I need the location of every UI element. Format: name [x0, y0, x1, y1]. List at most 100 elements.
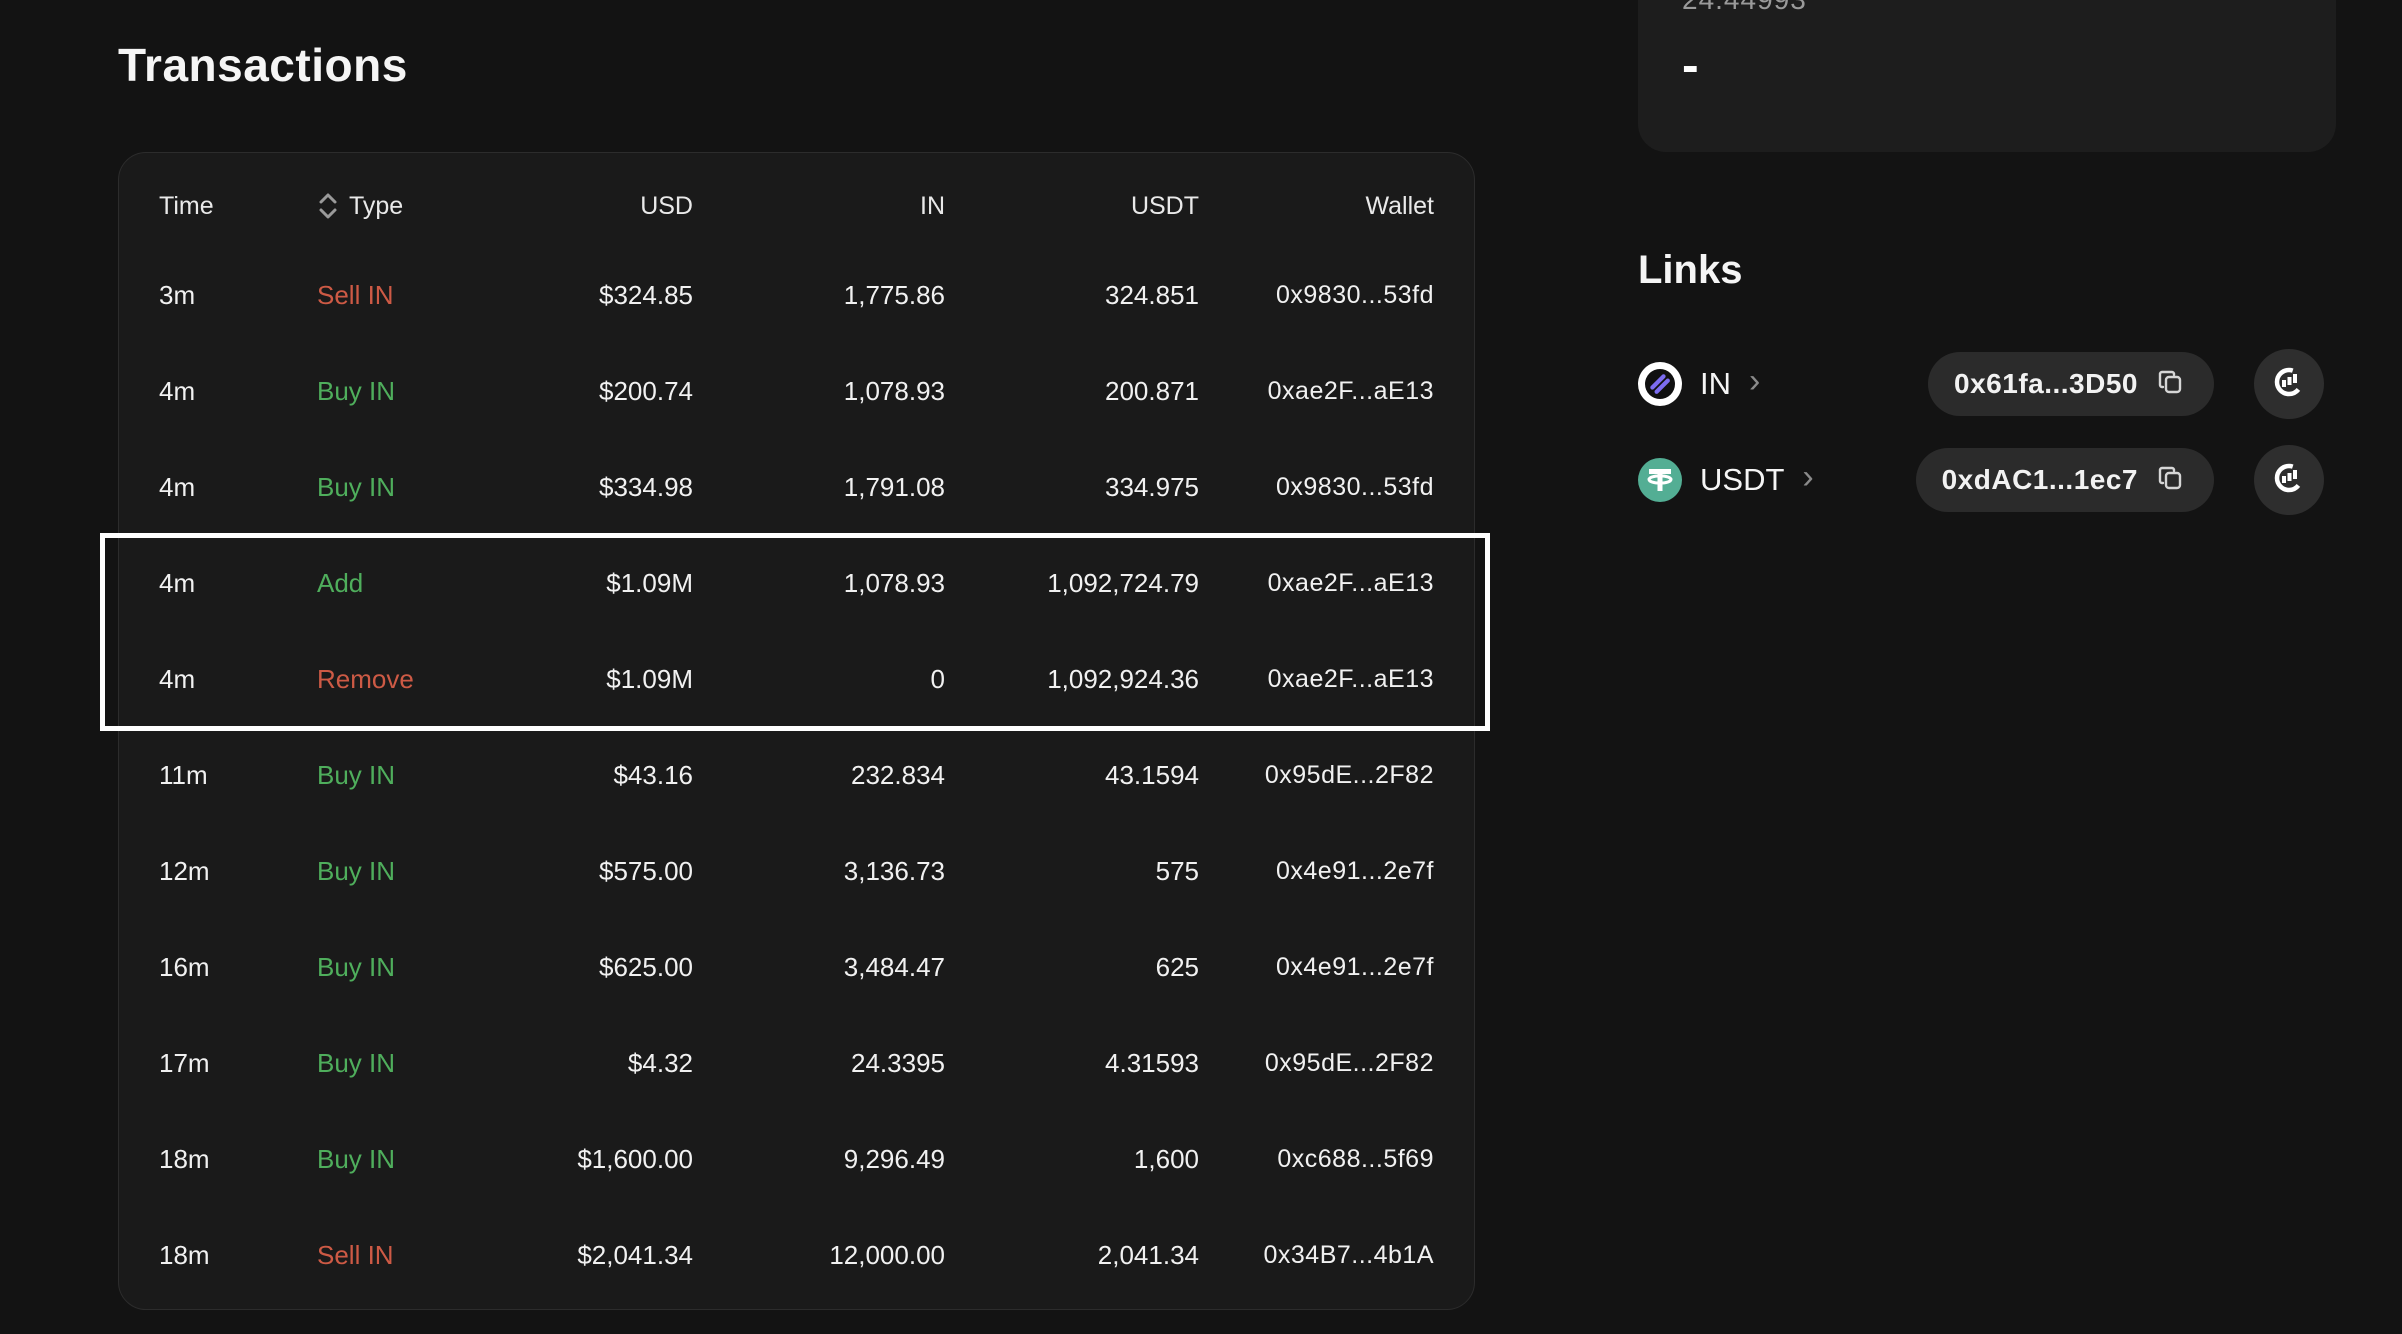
- cell-in: 24.3395: [851, 1047, 945, 1078]
- stats-dash-value: -: [1682, 37, 1699, 93]
- header-time[interactable]: Time: [159, 191, 214, 220]
- cell-type: Remove: [317, 663, 414, 694]
- cell-wallet[interactable]: 0x4e91...2e7f: [1275, 952, 1434, 981]
- cell-usd: $324.85: [599, 279, 693, 310]
- cell-time: 17m: [159, 1047, 210, 1078]
- table-row-highlighted[interactable]: 4m Remove $1.09M 0 1,092,924.36 0xae2F..…: [159, 631, 1434, 727]
- cell-type: Buy IN: [317, 1143, 396, 1174]
- copy-icon[interactable]: [2154, 461, 2188, 500]
- cell-wallet[interactable]: 0x34B7...4b1A: [1263, 1240, 1434, 1269]
- table-row[interactable]: 3m Sell IN $324.85 1,775.86 324.851 0x98…: [159, 247, 1434, 343]
- cell-type: Buy IN: [317, 855, 396, 886]
- header-usd[interactable]: USD: [640, 191, 693, 220]
- cell-usdt: 324.851: [1105, 279, 1199, 310]
- cell-usd: $625.00: [599, 951, 693, 982]
- table-row[interactable]: 12m Buy IN $575.00 3,136.73 575 0x4e91..…: [159, 823, 1434, 919]
- cell-type: Buy IN: [317, 1047, 396, 1078]
- header-usdt[interactable]: USDT: [1130, 191, 1199, 220]
- cell-wallet[interactable]: 0x9830...53fd: [1275, 472, 1434, 501]
- copy-icon[interactable]: [2154, 365, 2188, 404]
- cell-time: 3m: [159, 279, 196, 310]
- cell-in: 12,000.00: [829, 1239, 945, 1270]
- cell-time: 11m: [159, 759, 208, 790]
- cell-usdt: 2,041.34: [1097, 1239, 1199, 1270]
- links-section: Links IN › 0x61fa...3D50: [1638, 248, 2338, 516]
- cell-type: Add: [317, 567, 364, 598]
- table-row[interactable]: 4m Buy IN $200.74 1,078.93 200.871 0xae2…: [159, 343, 1434, 439]
- cell-in: 0: [930, 663, 945, 694]
- table-row[interactable]: 18m Sell IN $2,041.34 12,000.00 2,041.34…: [159, 1207, 1434, 1303]
- cell-usd: $334.98: [599, 471, 693, 502]
- cell-wallet[interactable]: 0xae2F...aE13: [1267, 568, 1434, 597]
- page-title: Transactions: [118, 39, 408, 91]
- chevron-right-icon: ›: [1802, 458, 1814, 496]
- usdt-explorer-button[interactable]: [2254, 445, 2324, 515]
- cell-type: Buy IN: [317, 471, 396, 502]
- cell-usdt: 200.871: [1105, 375, 1199, 406]
- cell-type: Buy IN: [317, 375, 396, 406]
- header-in[interactable]: IN: [920, 191, 945, 220]
- cell-wallet[interactable]: 0xc688...5f69: [1277, 1144, 1434, 1173]
- in-token-link[interactable]: IN ›: [1638, 362, 1760, 406]
- cell-wallet[interactable]: 0x4e91...2e7f: [1275, 856, 1434, 885]
- cell-in: 1,078.93: [843, 567, 945, 598]
- cell-usdt: 1,092,924.36: [1047, 663, 1199, 694]
- cell-time: 4m: [159, 375, 196, 406]
- cell-usdt: 1,600: [1133, 1143, 1199, 1174]
- etherscan-icon: [2272, 461, 2306, 500]
- links-heading: Links: [1638, 248, 1743, 292]
- cell-in: 9,296.49: [843, 1143, 945, 1174]
- cell-usdt: 575: [1155, 855, 1199, 886]
- cell-usd: $4.32: [627, 1047, 693, 1078]
- usdt-token-link[interactable]: USDT ›: [1638, 458, 1814, 502]
- cell-in: 3,484.47: [843, 951, 945, 982]
- link-row-usdt: USDT › 0xdAC1...1ec7: [1638, 444, 2338, 516]
- cell-wallet[interactable]: 0x9830...53fd: [1275, 280, 1434, 309]
- cell-wallet[interactable]: 0x95dE...2F82: [1264, 1048, 1434, 1077]
- cell-time: 18m: [159, 1239, 210, 1270]
- cell-usdt: 334.975: [1105, 471, 1199, 502]
- cell-in: 1,078.93: [843, 375, 945, 406]
- usdt-token-label: USDT: [1700, 462, 1785, 497]
- in-address-text: 0x61fa...3D50: [1954, 368, 2138, 399]
- cell-time: 4m: [159, 567, 196, 598]
- cell-time: 4m: [159, 471, 196, 502]
- table-row-highlighted[interactable]: 4m Add $1.09M 1,078.93 1,092,724.79 0xae…: [159, 535, 1434, 631]
- sort-updown-icon: [317, 191, 339, 221]
- cell-wallet[interactable]: 0x95dE...2F82: [1264, 760, 1434, 789]
- chevron-right-icon: ›: [1749, 362, 1761, 400]
- cell-usd: $2,041.34: [577, 1239, 693, 1270]
- usdt-address-text: 0xdAC1...1ec7: [1941, 464, 2138, 495]
- in-address-pill[interactable]: 0x61fa...3D50: [1928, 352, 2214, 416]
- cell-in: 3,136.73: [843, 855, 945, 886]
- cell-time: 12m: [159, 855, 210, 886]
- cell-usdt: 4.31593: [1105, 1047, 1199, 1078]
- table-row[interactable]: 16m Buy IN $625.00 3,484.47 625 0x4e91..…: [159, 919, 1434, 1015]
- cell-usd: $575.00: [599, 855, 693, 886]
- cell-usdt: 43.1594: [1105, 759, 1199, 790]
- cell-in: 232.834: [851, 759, 945, 790]
- table-row[interactable]: 18m Buy IN $1,600.00 9,296.49 1,600 0xc6…: [159, 1111, 1434, 1207]
- table-row[interactable]: 11m Buy IN $43.16 232.834 43.1594 0x95dE…: [159, 727, 1434, 823]
- cell-in: 1,791.08: [843, 471, 945, 502]
- cell-type: Buy IN: [317, 951, 396, 982]
- cell-in: 1,775.86: [843, 279, 945, 310]
- header-wallet[interactable]: Wallet: [1365, 191, 1434, 220]
- table-row[interactable]: 4m Buy IN $334.98 1,791.08 334.975 0x983…: [159, 439, 1434, 535]
- cell-wallet[interactable]: 0xae2F...aE13: [1267, 664, 1434, 693]
- cell-usd: $43.16: [613, 759, 693, 790]
- transactions-table: Time Type USD IN USDT Wallet 3m Sell IN …: [118, 152, 1475, 1310]
- header-type[interactable]: Type: [317, 191, 537, 221]
- in-explorer-button[interactable]: [2254, 349, 2324, 419]
- cell-time: 18m: [159, 1143, 210, 1174]
- in-token-icon: [1638, 362, 1682, 406]
- in-token-label: IN: [1700, 366, 1731, 401]
- table-row[interactable]: 17m Buy IN $4.32 24.3395 4.31593 0x95dE.…: [159, 1015, 1434, 1111]
- cell-usdt: 1,092,724.79: [1047, 567, 1199, 598]
- usdt-address-pill[interactable]: 0xdAC1...1ec7: [1915, 448, 2214, 512]
- cell-wallet[interactable]: 0xae2F...aE13: [1267, 376, 1434, 405]
- cell-usd: $200.74: [599, 375, 693, 406]
- cell-usd: $1.09M: [606, 567, 693, 598]
- cell-time: 16m: [159, 951, 210, 982]
